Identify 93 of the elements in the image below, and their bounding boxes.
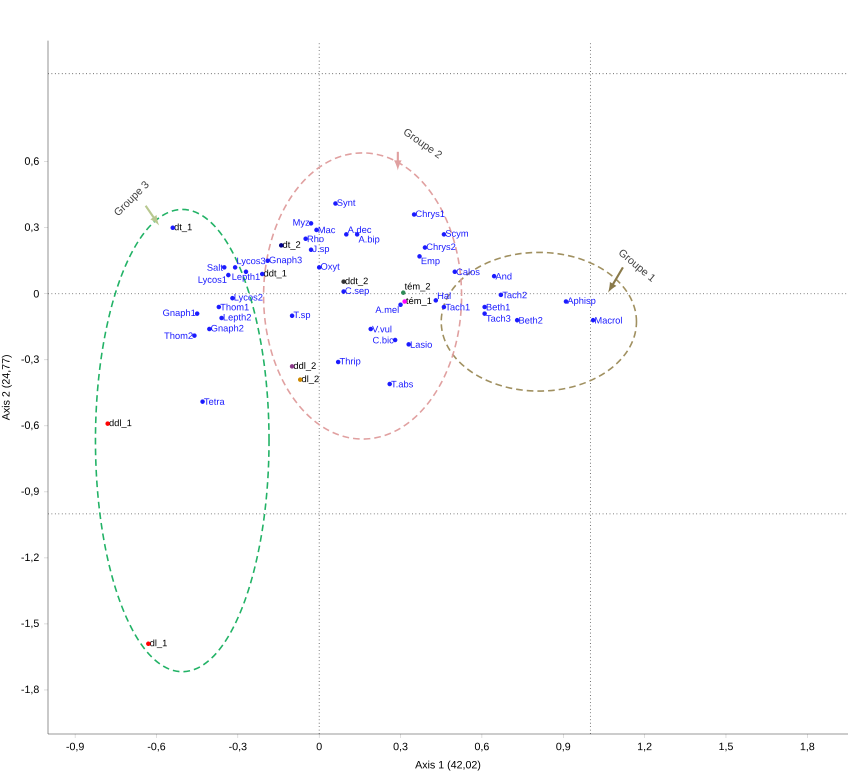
point: [400, 290, 406, 295]
annotation: And: [495, 272, 512, 280]
annotation: Thom1: [220, 304, 249, 310]
annotation: Emp: [422, 258, 440, 266]
point: [230, 296, 235, 300]
annotation: ddt_2: [345, 277, 368, 286]
annotation: Scym: [446, 230, 468, 239]
y-tick-label: 0,6: [24, 157, 39, 166]
annotation: J.sp: [312, 246, 330, 254]
annotation: dl_2: [302, 375, 319, 384]
annotation: ddl_1: [109, 419, 132, 428]
annotation: Chrys1: [416, 210, 445, 219]
x-tick-label: 0,9: [556, 742, 570, 752]
annotation: Salt: [207, 264, 223, 271]
x-tick-label: -0,3: [229, 742, 247, 752]
y-axis-title: Axis 2 (24,77): [2, 355, 12, 420]
annotation: dt_1: [174, 223, 192, 232]
annotation: Beth1: [486, 304, 510, 310]
y-tick-label: 0,3: [24, 223, 39, 232]
annotation: T.abs: [391, 380, 414, 388]
annotation: Thom2: [164, 332, 193, 340]
x-tick-label: 0,6: [474, 742, 489, 752]
annotation: Thrip: [340, 358, 360, 366]
y-tick-label: -0,6: [21, 421, 39, 430]
point: [105, 421, 110, 426]
annotation: V.vul: [372, 326, 392, 332]
x-tick-label: 1,8: [800, 742, 814, 752]
annotation: Lycos1: [198, 276, 227, 285]
point: [314, 228, 319, 232]
point: [406, 342, 411, 347]
y-tick-label: -1,8: [21, 686, 39, 694]
annotation: A.dec: [348, 226, 372, 234]
x-tick-label: -0,9: [66, 742, 84, 752]
annotation: A.mel: [375, 306, 399, 313]
annotation: Mac: [318, 226, 336, 234]
point: [303, 236, 308, 242]
annotation: A.bip: [358, 236, 380, 244]
annotation: Myz: [293, 219, 310, 228]
point: [232, 265, 238, 270]
annotation: dt_2: [282, 241, 300, 250]
point: [412, 212, 416, 217]
x-tick-label: 1,2: [638, 742, 652, 752]
annotation: C.sep: [345, 287, 369, 296]
y-tick-label: -1,2: [21, 554, 39, 562]
y-tick-label: -1,5: [21, 620, 39, 628]
annotation: Lycos3: [237, 258, 266, 266]
annotation: tém_2: [404, 282, 430, 292]
annotation: Gnaph1: [163, 309, 196, 318]
x-tick-label: 0,3: [394, 742, 408, 752]
annotation: dl_1: [150, 639, 167, 648]
annotation: Macrol: [595, 316, 622, 324]
annotation: C.bic: [373, 336, 394, 344]
annotation: T.sp: [294, 312, 310, 320]
y-tick-label: 0: [34, 290, 39, 298]
point: [344, 232, 349, 237]
point: [417, 254, 422, 259]
annotation: Chrys2: [426, 243, 456, 252]
x-tick-label: 0: [316, 742, 322, 750]
annotation: Gnaph2: [211, 324, 244, 334]
point: [278, 243, 284, 248]
annotation: Calos: [456, 268, 480, 276]
annotation: Tach3: [486, 314, 510, 322]
point: [226, 272, 231, 278]
point: [482, 311, 487, 316]
y-tick-label: -0,3: [21, 355, 39, 364]
point: [590, 318, 596, 322]
annotation: Gnaph3: [269, 256, 302, 266]
annotation: Lepth1: [232, 273, 260, 282]
annotation: Synt: [337, 199, 356, 208]
point: [514, 318, 520, 322]
annotation: Lepth2: [224, 314, 251, 322]
point: [316, 265, 322, 270]
annotation: Tach2: [502, 291, 527, 298]
x-tick-label: 1,5: [719, 742, 733, 752]
point: [482, 304, 487, 310]
point: [341, 289, 346, 294]
x-axis-title: Axis 1 (42,02): [415, 760, 480, 771]
annotation: ddt_1: [264, 270, 286, 278]
annotation: Aphisp: [567, 297, 596, 306]
annotation: Tetra: [204, 398, 225, 405]
annotation: Lasio: [410, 340, 432, 348]
annotation: Rho: [308, 235, 324, 242]
point: [434, 298, 438, 303]
annotation: tém_1: [406, 297, 432, 306]
point: [298, 377, 302, 382]
annotation: Tach1: [445, 304, 470, 310]
annotation: ddl_2: [294, 362, 316, 371]
point: [398, 302, 403, 308]
annotation: Beth2: [519, 316, 542, 324]
annotation: Oxyt: [320, 263, 340, 272]
point: [219, 316, 224, 320]
x-tick-label: -0,6: [148, 742, 166, 752]
y-tick-label: -0,9: [21, 487, 39, 496]
